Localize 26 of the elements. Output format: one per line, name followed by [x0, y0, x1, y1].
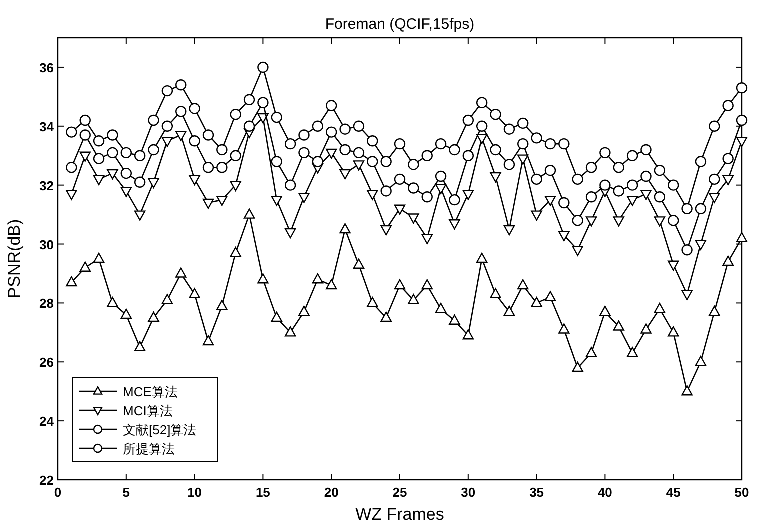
x-tick-label: 50	[734, 485, 750, 500]
y-tick-label: 36	[40, 60, 54, 76]
chart-title: Foreman (QCIF,15fps)	[325, 16, 475, 33]
y-tick-label: 28	[40, 296, 54, 312]
x-tick-label: 15	[256, 485, 270, 500]
y-tick-label: 24	[40, 414, 55, 430]
x-tick-label: 10	[188, 485, 202, 500]
x-tick-label: 30	[461, 485, 476, 500]
x-tick-label: 0	[54, 485, 62, 500]
y-tick-label: 30	[40, 237, 54, 252]
x-tick-label: 20	[324, 485, 339, 500]
y-tick-label: 32	[40, 178, 54, 194]
y-tick-label: 34	[40, 119, 55, 134]
x-axis-title: WZ Frames	[356, 505, 444, 524]
legend-label: 所提算法	[123, 442, 175, 456]
x-tick-label: 25	[392, 485, 408, 500]
x-tick-label: 40	[598, 485, 612, 500]
x-tick-label: 35	[530, 485, 544, 500]
x-tick-label: 5	[122, 485, 130, 500]
legend-label: MCI算法	[123, 404, 173, 418]
y-tick-label: 26	[40, 355, 54, 370]
x-tick-label: 45	[666, 485, 681, 500]
legend-label: MCE算法	[123, 384, 178, 400]
y-axis-title: PSNR(dB)	[5, 219, 24, 299]
y-tick-label: 22	[40, 473, 54, 488]
legend-label: 文献[52]算法	[123, 422, 197, 438]
